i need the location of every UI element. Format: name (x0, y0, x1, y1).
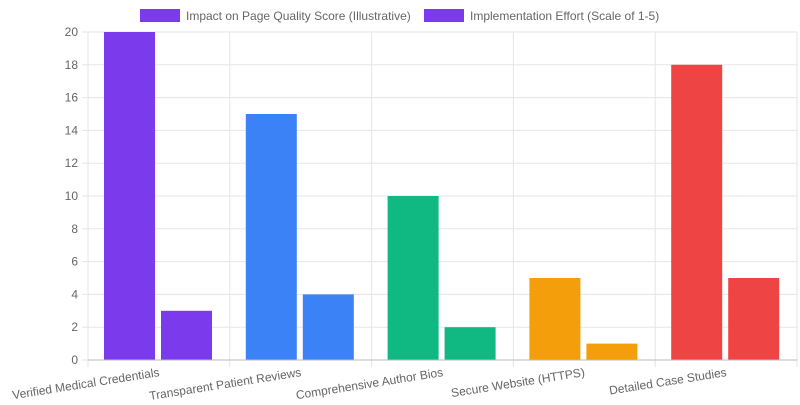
y-tick-label: 0 (71, 353, 78, 367)
grid (82, 31, 798, 367)
x-tick-label: Detailed Case Studies (608, 365, 727, 397)
y-tick-label: 20 (65, 25, 79, 39)
bar (728, 278, 780, 360)
y-tick-label: 2 (71, 320, 78, 334)
legend: Impact on Page Quality Score (Illustrati… (140, 9, 659, 23)
bar (104, 32, 155, 360)
bar (387, 196, 439, 360)
y-tick-label: 8 (71, 222, 78, 236)
x-tick-label: Secure Website (HTTPS) (450, 365, 586, 400)
bar (671, 64, 723, 361)
legend-label: Implementation Effort (Scale of 1-5) (470, 9, 659, 23)
legend-swatch (140, 9, 180, 22)
bar (444, 327, 496, 360)
legend-item-effort[interactable]: Implementation Effort (Scale of 1-5) (424, 9, 659, 23)
y-tick-label: 16 (65, 91, 79, 105)
y-tick-label: 10 (65, 189, 79, 203)
x-tick-label: Comprehensive Author Bios (295, 365, 444, 400)
x-tick-label: Transparent Patient Reviews (148, 365, 302, 400)
legend-swatch (424, 9, 464, 22)
bar (529, 278, 581, 360)
y-tick-label: 6 (71, 255, 78, 269)
bars (104, 32, 780, 361)
bar (302, 294, 354, 360)
y-tick-label: 18 (65, 58, 79, 72)
legend-label: Impact on Page Quality Score (Illustrati… (186, 9, 411, 23)
y-tick-label: 14 (65, 123, 79, 137)
legend-item-impact[interactable]: Impact on Page Quality Score (Illustrati… (140, 9, 411, 23)
bar (245, 114, 297, 360)
x-tick-label: Verified Medical Credentials (11, 365, 160, 400)
y-tick-label: 4 (71, 287, 78, 301)
bar (586, 343, 638, 360)
y-tick-label: 12 (65, 156, 79, 170)
bar (161, 310, 212, 360)
